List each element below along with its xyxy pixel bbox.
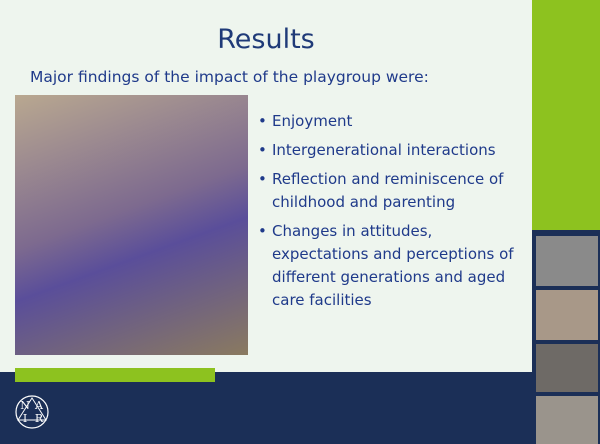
bullet: Intergenerational interactions bbox=[258, 139, 530, 162]
logo: N A R I bbox=[14, 392, 50, 432]
bullet: Enjoyment bbox=[258, 110, 530, 133]
side-photo bbox=[536, 236, 598, 286]
photo bbox=[15, 95, 248, 355]
bullet: Reflection and reminiscence of childhood… bbox=[258, 168, 530, 214]
footer-band bbox=[0, 372, 532, 444]
side-photo bbox=[536, 344, 598, 392]
green-bar bbox=[532, 0, 600, 230]
logo-letter: R bbox=[35, 412, 44, 425]
side-photo bbox=[536, 290, 598, 340]
bullet: Changes in attitudes, expectations and p… bbox=[258, 220, 530, 312]
logo-letter: I bbox=[23, 412, 27, 425]
footer-accent bbox=[15, 368, 215, 382]
logo-letter: N bbox=[20, 399, 30, 412]
slide: N A R I Results Major findings of the im… bbox=[0, 0, 600, 444]
slide-subtitle: Major findings of the impact of the play… bbox=[30, 68, 429, 86]
bullet-list: Enjoyment Intergenerational interactions R… bbox=[258, 110, 530, 318]
side-photo bbox=[536, 396, 598, 444]
logo-letter: A bbox=[34, 399, 44, 412]
slide-title: Results bbox=[0, 24, 532, 55]
